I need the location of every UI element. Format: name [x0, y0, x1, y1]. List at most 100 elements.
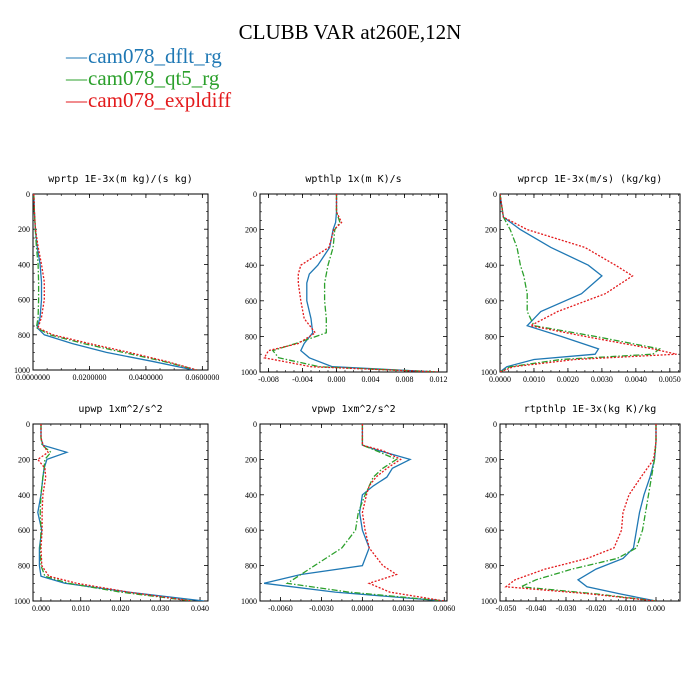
x-tick-label: 0.0200000 [72, 373, 106, 382]
plot-frame [32, 193, 209, 371]
y-tick-label: 0 [26, 420, 30, 429]
y-tick-label: 1000 [481, 597, 497, 606]
y-tick-label: 200 [18, 455, 30, 464]
series-line-cam078_expldiff [36, 424, 193, 601]
series-line-cam078_qt5_rg [33, 194, 197, 370]
series-line-cam078_expldiff [361, 424, 445, 601]
series-line-cam078_expldiff [263, 194, 439, 372]
y-tick-label: 600 [485, 526, 497, 535]
x-tick-label: -0.0030 [309, 604, 334, 613]
panel-6: rtpthlp 1E-3x(kg K)/kg 0 200 400 600 800 1000 -… [481, 404, 681, 613]
legend-entry-dflt: —cam078_dflt_rg [66, 44, 222, 69]
x-tick-label: 0.008 [396, 375, 414, 384]
series-line-cam078_qt5_rg [271, 194, 439, 372]
series-line-cam078_expldiff [500, 194, 677, 372]
x-tick-label: 0.000 [32, 604, 50, 613]
x-tick-label: 0.012 [430, 375, 448, 384]
x-tick-label: -0.030 [556, 604, 577, 613]
figure-title: CLUBB VAR at260E,12N [238, 20, 462, 44]
y-tick-label: 600 [485, 297, 497, 306]
y-tick-label: 400 [18, 491, 30, 500]
y-tick-label: 600 [245, 297, 257, 306]
x-tick-label: -0.020 [586, 604, 607, 613]
x-tick-label: -0.004 [292, 375, 313, 384]
y-tick-label: 400 [245, 491, 257, 500]
y-tick-label: 400 [485, 491, 497, 500]
series-line-cam078_dflt_rg [500, 194, 603, 372]
x-tick-label: 0.0030 [392, 604, 414, 613]
y-tick-label: 400 [485, 261, 497, 270]
y-tick-label: 400 [18, 260, 30, 269]
series-line-cam078_expldiff [504, 424, 657, 601]
panel-2: wpthlp 1x(m K)/s 0 200 400 600 800 1000-0.008 -… [241, 174, 448, 384]
legend-entry-qt5: —cam078_qt5_rg [66, 66, 219, 91]
y-tick-label: 800 [245, 562, 257, 571]
plot-frame [499, 423, 681, 602]
y-tick-label: 0 [253, 190, 257, 199]
panel-title: vpwp 1xm^2/s^2 [311, 404, 395, 415]
x-tick-label: 0.030 [151, 604, 169, 613]
y-tick-label: 600 [18, 296, 30, 305]
y-tick-label: 0 [493, 190, 497, 199]
series-line-cam078_dflt_rg [33, 194, 195, 370]
plot-frame [499, 193, 681, 373]
x-tick-label: -0.040 [526, 604, 547, 613]
x-tick-label: 0.0030 [591, 375, 613, 384]
y-tick-label: 800 [245, 332, 257, 341]
series-line-cam078_dflt_rg [299, 194, 439, 372]
y-tick-label: 200 [18, 225, 30, 234]
y-tick-label: 0 [26, 190, 30, 199]
panel-title: wprtp 1E-3x(m kg)/(s kg) [48, 174, 193, 185]
y-tick-label: 200 [245, 226, 257, 235]
legend-entry-expldiff: —cam078_expldiff [66, 88, 231, 113]
series-line-cam078_dflt_rg [576, 424, 657, 601]
legend-line-expldiff: — [66, 88, 87, 112]
y-tick-label: 0 [253, 420, 257, 429]
y-tick-label: 800 [18, 562, 30, 571]
x-tick-label: 0.0400000 [129, 373, 163, 382]
x-tick-label: 0.0020 [557, 375, 579, 384]
y-tick-label: 0 [493, 420, 497, 429]
x-tick-label: 0.040 [191, 604, 209, 613]
panel-title: wprcp 1E-3x(m/s) (kg/kg) [518, 174, 663, 185]
panel-title: upwp 1xm^2/s^2 [78, 404, 162, 415]
series-line-cam078_qt5_rg [518, 424, 657, 601]
panel-1: wprtp 1E-3x(m kg)/(s kg) 0 200 400 600 800 100… [14, 174, 219, 382]
panel-title: rtpthlp 1E-3x(kg K)/kg [524, 404, 656, 415]
panel-title: wpthlp 1x(m K)/s [305, 174, 401, 185]
series-line-cam078_expldiff [33, 194, 197, 370]
x-tick-label: 0.0060 [433, 604, 455, 613]
x-tick-label: 0.0040 [625, 375, 647, 384]
y-tick-label: 800 [485, 332, 497, 341]
series-line-cam078_dflt_rg [37, 424, 205, 601]
x-tick-label: 0.010 [72, 604, 90, 613]
series-line-cam078_dflt_rg [263, 424, 445, 601]
y-tick-label: 200 [485, 226, 497, 235]
y-tick-label: 800 [485, 562, 497, 571]
legend-label-expldiff: cam078_expldiff [88, 88, 232, 112]
y-tick-label: 1000 [14, 597, 30, 606]
x-tick-label: 0.000 [647, 604, 665, 613]
y-tick-label: 1000 [241, 597, 257, 606]
panel-5: vpwp 1xm^2/s^2 0 200 400 600 800 1000 -0.0060 -0… [241, 404, 455, 613]
legend-line-dflt: — [66, 44, 87, 68]
panel-3: wprcp 1E-3x(m/s) (kg/kg) 0 200 400 600 800 100… [481, 174, 681, 384]
y-tick-label: 1000 [481, 368, 497, 377]
y-tick-label: 200 [485, 455, 497, 464]
plot-frame [259, 423, 448, 602]
x-tick-label: -0.010 [616, 604, 637, 613]
y-tick-label: 600 [245, 526, 257, 535]
x-tick-label: 0.0000 [489, 375, 511, 384]
x-tick-label: 0.0600000 [185, 373, 219, 382]
x-tick-label: 0.000 [328, 375, 346, 384]
x-tick-label: 0.004 [362, 375, 380, 384]
x-tick-label: 0.020 [112, 604, 130, 613]
y-tick-label: 200 [245, 455, 257, 464]
y-tick-label: 600 [18, 526, 30, 535]
series-line-cam078_qt5_rg [285, 424, 445, 601]
x-tick-label: -0.0060 [268, 604, 293, 613]
series-line-cam078_qt5_rg [500, 194, 662, 372]
legend-line-qt5: — [66, 66, 87, 90]
